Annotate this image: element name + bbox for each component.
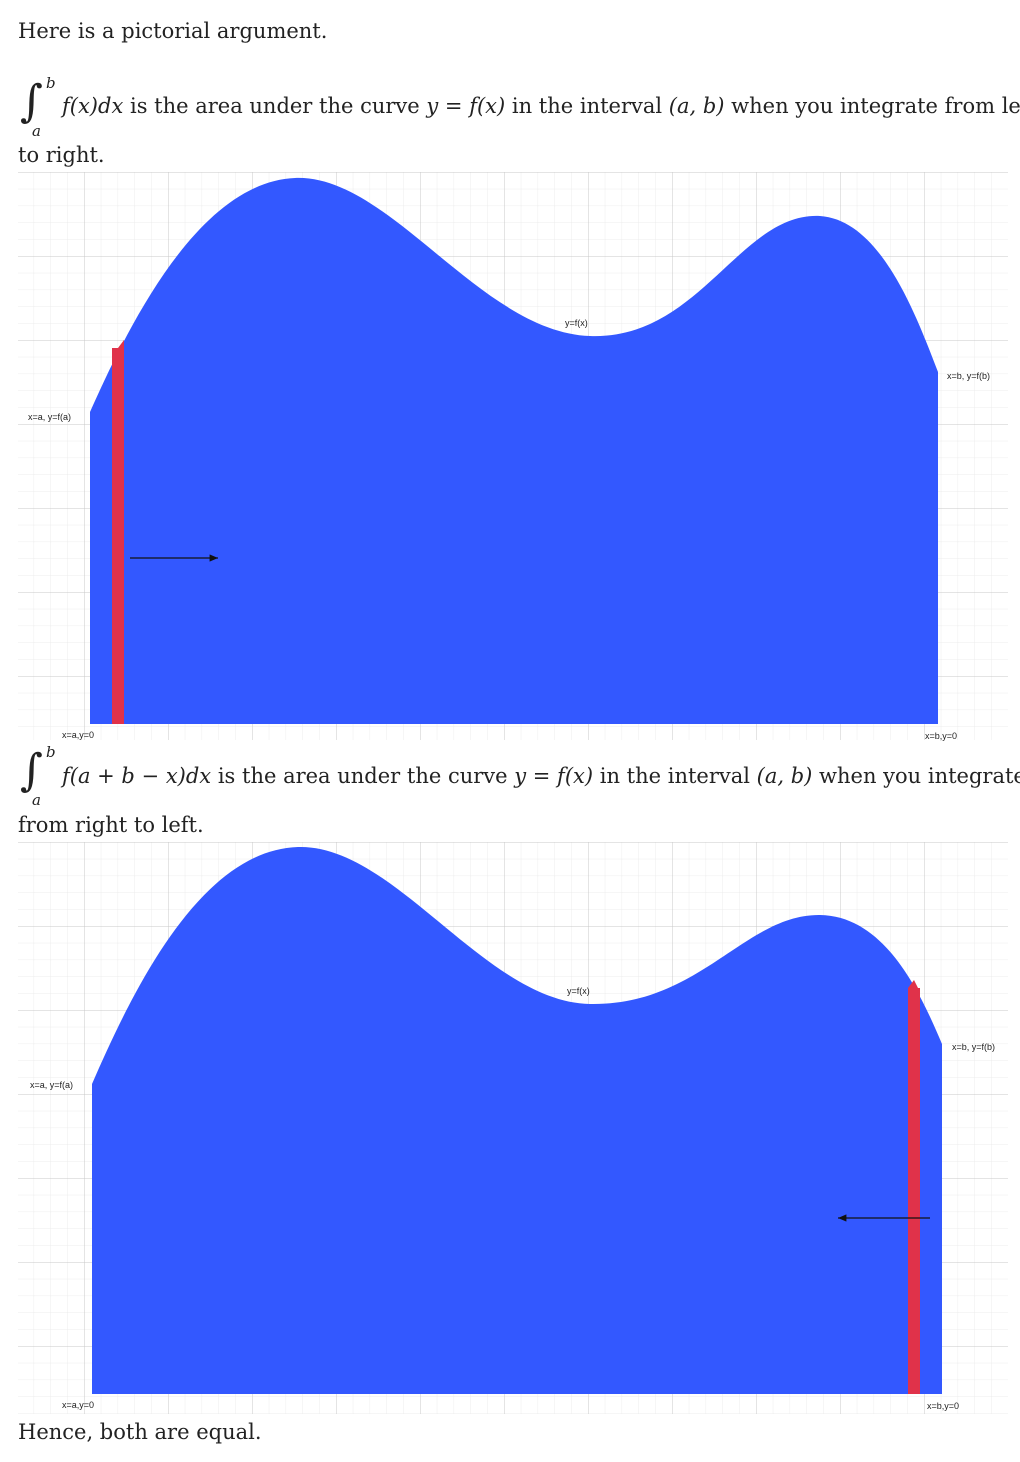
area-under-curve <box>92 846 942 1394</box>
figure-right-to-left: y=f(x) x=a, y=f(a) x=b, y=f(b) x=a,y=0 x… <box>18 842 1008 1414</box>
label-curve: y=f(x) <box>567 986 590 996</box>
upper-limit: b <box>46 743 56 761</box>
conclusion-text: Hence, both are equal. <box>18 1420 262 1444</box>
text-a: is the area under the curve <box>211 764 515 788</box>
text-c: when you integrate <box>812 764 1020 788</box>
strip-top <box>908 980 920 992</box>
integral-sign: ∫ <box>20 745 43 796</box>
statement-1-continuation: to right. <box>18 143 105 167</box>
integral-1: ∫ b a <box>18 74 58 144</box>
label-a-top: x=a, y=f(a) <box>28 412 71 422</box>
integrand: f(x)dx <box>62 94 124 118</box>
figure-left-to-right: y=f(x) x=a, y=f(a) x=b, y=f(b) x=a,y=0 x… <box>18 172 1008 741</box>
text-b: in the interval <box>505 94 669 118</box>
strip <box>908 988 920 1394</box>
integral-sign: ∫ <box>20 76 43 127</box>
text-b: in the interval <box>593 764 757 788</box>
label-a-top: x=a, y=f(a) <box>30 1080 73 1090</box>
label-b-top: x=b, y=f(b) <box>952 1042 995 1052</box>
statement-1-line: f(x)dx is the area under the curve y = f… <box>62 94 1020 118</box>
label-b-top: x=b, y=f(b) <box>947 371 990 381</box>
strip-top <box>112 340 124 357</box>
curve-expr: y = f(x) <box>514 764 594 788</box>
lower-limit: a <box>32 122 41 140</box>
label-a-bottom: x=a,y=0 <box>62 1400 94 1410</box>
area-under-curve <box>90 177 938 725</box>
upper-limit: b <box>46 74 56 92</box>
label-curve: y=f(x) <box>565 318 588 328</box>
interval-expr: (a, b) <box>668 94 725 118</box>
intro-text: Here is a pictorial argument. <box>18 19 328 43</box>
label-a-bottom: x=a,y=0 <box>62 730 94 740</box>
label-b-bottom: x=b,y=0 <box>925 731 957 741</box>
lower-limit: a <box>32 791 41 809</box>
integrand: f(a + b − x)dx <box>62 764 212 788</box>
interval-expr: (a, b) <box>756 764 813 788</box>
statement-2-continuation: from right to left. <box>18 813 204 837</box>
text-c: when you integrate from left <box>724 94 1020 118</box>
statement-2-line: f(a + b − x)dx is the area under the cur… <box>62 764 1020 788</box>
strip <box>112 348 124 724</box>
text-a: is the area under the curve <box>123 94 427 118</box>
label-b-bottom: x=b,y=0 <box>927 1401 959 1411</box>
integral-2: ∫ b a <box>18 743 58 813</box>
curve-expr: y = f(x) <box>426 94 506 118</box>
